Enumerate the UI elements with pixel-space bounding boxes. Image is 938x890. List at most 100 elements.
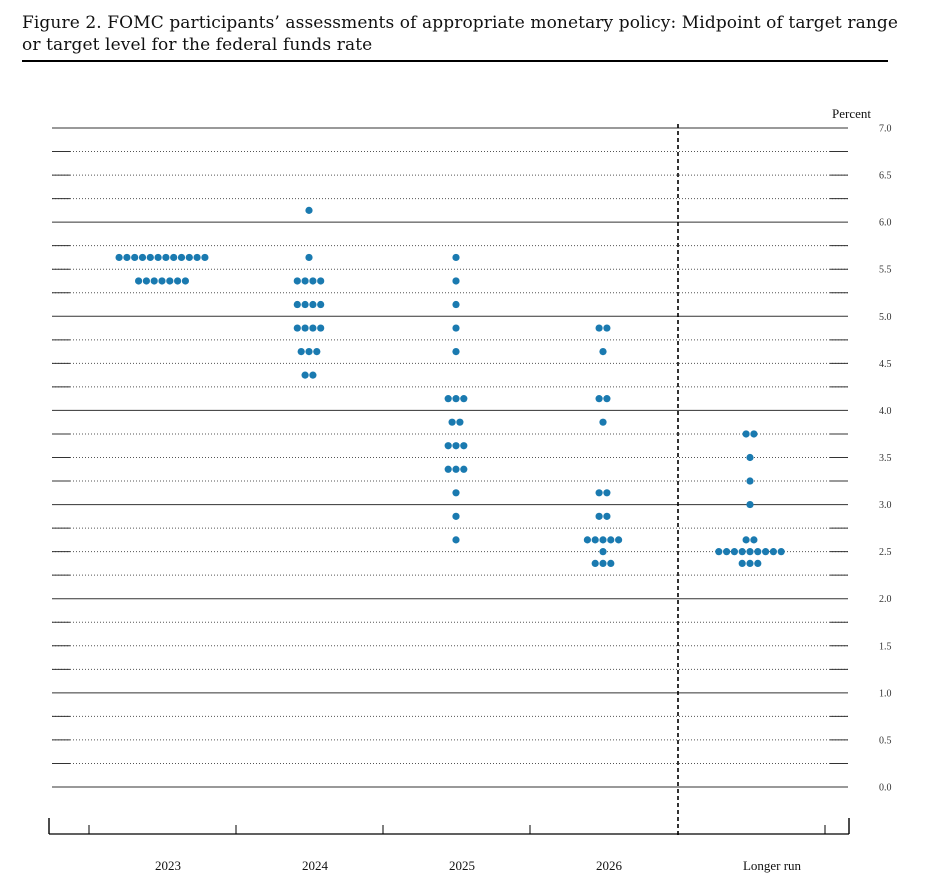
projection-dot — [452, 489, 460, 497]
projection-dot — [309, 300, 317, 309]
projection-dot — [452, 324, 460, 332]
projection-dot — [715, 548, 723, 556]
projection-dot — [301, 300, 309, 309]
projection-dot — [185, 253, 193, 262]
projection-dot — [607, 536, 615, 544]
axes — [48, 124, 850, 836]
projection-dot — [452, 465, 460, 473]
projection-dot — [123, 253, 131, 262]
projection-dot — [599, 418, 607, 426]
projection-dot — [583, 536, 592, 544]
projection-dot — [138, 253, 147, 262]
projection-dot — [777, 548, 785, 556]
projection-dot — [750, 430, 758, 438]
projection-dot — [448, 418, 456, 426]
y-axis-label: Percent — [832, 106, 871, 121]
projection-dot — [293, 300, 301, 309]
projection-dot — [595, 395, 603, 403]
projection-dot — [452, 347, 460, 356]
projection-dot — [170, 253, 178, 262]
projection-dot — [595, 512, 603, 520]
x-category-label: 2026 — [596, 858, 623, 873]
y-tick-label: 6.5 — [879, 171, 892, 182]
projection-dot — [599, 536, 607, 544]
y-tick-label: 0.0 — [879, 783, 892, 794]
projection-dot — [177, 253, 186, 262]
projection-dot — [309, 277, 317, 285]
y-tick-label: 4.0 — [879, 406, 892, 417]
projection-dot — [301, 324, 309, 332]
y-tick-label: 3.5 — [879, 453, 892, 464]
projection-dot — [309, 371, 317, 379]
projection-dot — [174, 277, 182, 285]
projection-dot — [452, 442, 460, 450]
projection-dot — [723, 548, 731, 556]
projection-dot — [746, 548, 754, 556]
projection-dot — [162, 253, 170, 262]
projection-dot — [738, 559, 746, 568]
y-tick-label: 5.0 — [879, 312, 892, 323]
projection-dot — [131, 253, 139, 262]
projection-dot — [305, 206, 313, 214]
projection-dot — [181, 277, 189, 285]
projection-dot — [754, 548, 762, 556]
projection-dot — [452, 277, 460, 285]
projection-dot — [746, 477, 754, 485]
projection-dot — [762, 548, 770, 556]
projection-dot — [460, 395, 468, 403]
projection-dot — [746, 453, 754, 462]
x-category-label: 2025 — [449, 858, 475, 873]
y-tick-label: 1.5 — [879, 641, 892, 652]
projection-dot — [146, 253, 154, 262]
projection-dot — [746, 559, 754, 568]
projection-dot — [293, 277, 301, 285]
projection-dot — [595, 324, 603, 332]
projection-dot — [158, 277, 166, 285]
x-category-label: Longer run — [743, 858, 802, 873]
projection-dot — [452, 253, 460, 262]
projection-dot — [201, 253, 209, 262]
projection-dot — [150, 277, 158, 285]
projection-dot — [142, 277, 150, 285]
projection-dot — [313, 347, 321, 356]
projection-dot — [317, 324, 325, 332]
projection-dot — [591, 559, 599, 568]
projection-dot — [603, 512, 611, 520]
projection-dot — [607, 559, 615, 568]
projection-dot — [317, 300, 325, 309]
projection-dot — [769, 548, 778, 556]
figure-caption: Figure 2. FOMC participants’ assessments… — [22, 13, 899, 55]
y-tick-label: 2.5 — [879, 547, 892, 558]
projection-dot — [603, 324, 611, 332]
projection-dot — [603, 489, 611, 497]
projection-dot — [730, 548, 739, 556]
grid-lines — [52, 127, 848, 788]
projection-dot — [599, 559, 607, 568]
projection-dot — [135, 277, 143, 285]
y-tick-label: 6.0 — [879, 218, 892, 229]
projection-dot — [599, 548, 607, 556]
y-tick-label: 7.0 — [879, 124, 892, 135]
projection-dot — [452, 536, 460, 544]
projection-dot — [317, 277, 325, 285]
projection-dot — [742, 536, 750, 544]
projection-dot — [305, 347, 313, 356]
projection-dot — [456, 418, 464, 426]
projection-dot — [460, 465, 468, 473]
projection-dot — [452, 395, 460, 403]
projection-dot — [599, 347, 607, 356]
y-tick-label: 4.5 — [879, 359, 892, 370]
caption-rule — [22, 60, 888, 62]
projection-dot — [166, 277, 174, 285]
y-tick-label: 2.0 — [879, 594, 892, 605]
projection-dot — [595, 489, 603, 497]
projection-dot — [193, 253, 201, 262]
projection-dot — [301, 277, 309, 285]
projection-dot — [444, 442, 452, 450]
projection-dot — [742, 430, 750, 438]
projection-dot — [297, 347, 305, 356]
y-tick-label: 3.0 — [879, 500, 892, 511]
projection-dot — [615, 536, 623, 544]
x-category-label: 2023 — [155, 858, 181, 873]
